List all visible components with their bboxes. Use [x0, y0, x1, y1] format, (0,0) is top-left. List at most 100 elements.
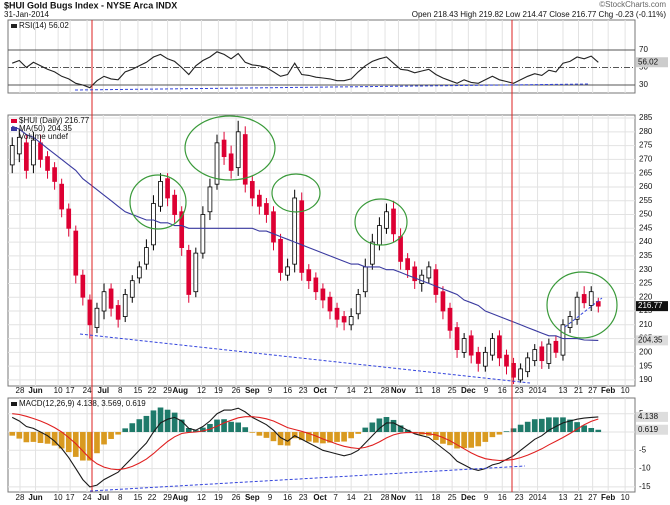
y-tick-label: 225 [639, 279, 653, 288]
x-tick-label: 27 [588, 493, 597, 502]
copyright: ©StockCharts.com [599, 0, 666, 9]
value-tag: 56.02 [638, 57, 659, 66]
x-tick-label: 14 [347, 493, 356, 502]
candle-body [518, 368, 523, 381]
histogram-bar [200, 427, 206, 433]
x-tick-label: 17 [66, 386, 75, 395]
x-tick-label: 22 [148, 493, 157, 502]
histogram-bar [510, 428, 517, 433]
candle-body [87, 299, 93, 326]
candle-body [440, 291, 446, 312]
value-tag-bg [636, 301, 668, 312]
histogram-bar [313, 432, 319, 443]
histogram-bar [524, 421, 531, 433]
histogram-bar [538, 418, 545, 433]
histogram-bar [16, 432, 23, 439]
candle-body [560, 324, 566, 356]
histogram-bar [270, 432, 277, 442]
x-tick-label: 29 [163, 386, 172, 395]
y-tick-label: 195 [639, 361, 653, 370]
x-tick-label: Nov [391, 386, 407, 395]
x-tick-label: 7 [333, 493, 338, 502]
candle-body [348, 316, 354, 326]
panel [7, 114, 636, 387]
date: 31-Jan-2014 [4, 10, 49, 19]
legend-swatch [11, 402, 17, 406]
x-tick-label: Jun [28, 386, 42, 395]
x-tick-label: Oct [313, 493, 327, 502]
highlight-ellipse [354, 198, 408, 246]
candle-body [193, 252, 199, 293]
x-tick-label: 16 [498, 386, 507, 395]
histogram-bar [150, 410, 157, 433]
x-tick-label: Feb [601, 386, 615, 395]
candle-body [16, 136, 22, 155]
value-tag: 216.77 [638, 301, 663, 310]
x-tick-label: 11 [415, 493, 424, 502]
x-tick-label: 2014 [529, 493, 547, 502]
histogram-bar [157, 407, 164, 433]
histogram-bar [242, 427, 249, 433]
candle-body [320, 288, 326, 301]
histogram-bar [447, 432, 453, 446]
histogram-bar [531, 419, 538, 433]
histogram-bar [369, 422, 376, 433]
candle-body [567, 316, 573, 328]
x-tick-label: 8 [118, 386, 123, 395]
candle-body [313, 277, 319, 293]
x-tick-label: 26 [232, 386, 241, 395]
histogram-bar [390, 419, 397, 433]
legend-swatch [11, 24, 17, 28]
panel-title: RSI(14) 56.02 [19, 21, 69, 30]
histogram-bar [122, 428, 129, 433]
x-tick-label: 7 [333, 386, 338, 395]
legend-swatch [11, 119, 17, 123]
x-tick-label: 11 [415, 386, 424, 395]
x-tick-label: 25 [448, 493, 457, 502]
y-tick-label: 250 [639, 210, 653, 219]
x-tick-label: Dec [461, 493, 476, 502]
highlight-ellipse [129, 174, 187, 230]
candle-body [278, 238, 283, 273]
candle-body [497, 335, 502, 359]
candle-body [327, 296, 333, 312]
x-tick-label: 13 [559, 493, 568, 502]
panel-title: MACD(12,26,9) 4.138, 3.569, 0.619 [19, 399, 146, 408]
trend-line [74, 83, 591, 91]
histogram-bar [320, 432, 326, 444]
y-tick-label: 230 [639, 265, 653, 274]
x-tick-label: 23 [299, 386, 308, 395]
panel-title: $HUI (Daily) 216.77 [19, 116, 90, 125]
y-tick-label: 235 [639, 251, 653, 260]
histogram-bar [581, 425, 587, 433]
candle-body [539, 346, 545, 362]
histogram-bar [517, 424, 524, 433]
histogram-bar [30, 432, 37, 442]
trend-line [89, 465, 526, 492]
value-tag-bg [636, 57, 668, 68]
x-tick-label: 8 [118, 493, 123, 502]
histogram-bar [574, 422, 580, 433]
candle-body [426, 266, 432, 279]
candle-body [355, 294, 361, 315]
candle-body [207, 186, 213, 213]
quote: Open 218.43 High 219.82 Low 214.47 Close… [412, 10, 667, 19]
histogram-bar [256, 432, 263, 436]
histogram-bar [192, 430, 199, 433]
histogram-bar [496, 432, 503, 435]
histogram-bar [263, 432, 270, 438]
candle-body [468, 335, 474, 356]
histogram-bar [143, 415, 150, 433]
x-tick-label: 21 [574, 493, 583, 502]
candle-body [235, 131, 241, 169]
histogram-bar [277, 432, 284, 446]
histogram-bar [305, 432, 312, 442]
x-tick-label: 10 [621, 493, 630, 502]
candle-body [151, 203, 156, 246]
candle-body [398, 236, 403, 262]
legend-label: Volume undef [19, 132, 69, 141]
x-tick-label: 27 [588, 386, 597, 395]
histogram-bar [553, 417, 559, 433]
candle-body [172, 194, 177, 215]
